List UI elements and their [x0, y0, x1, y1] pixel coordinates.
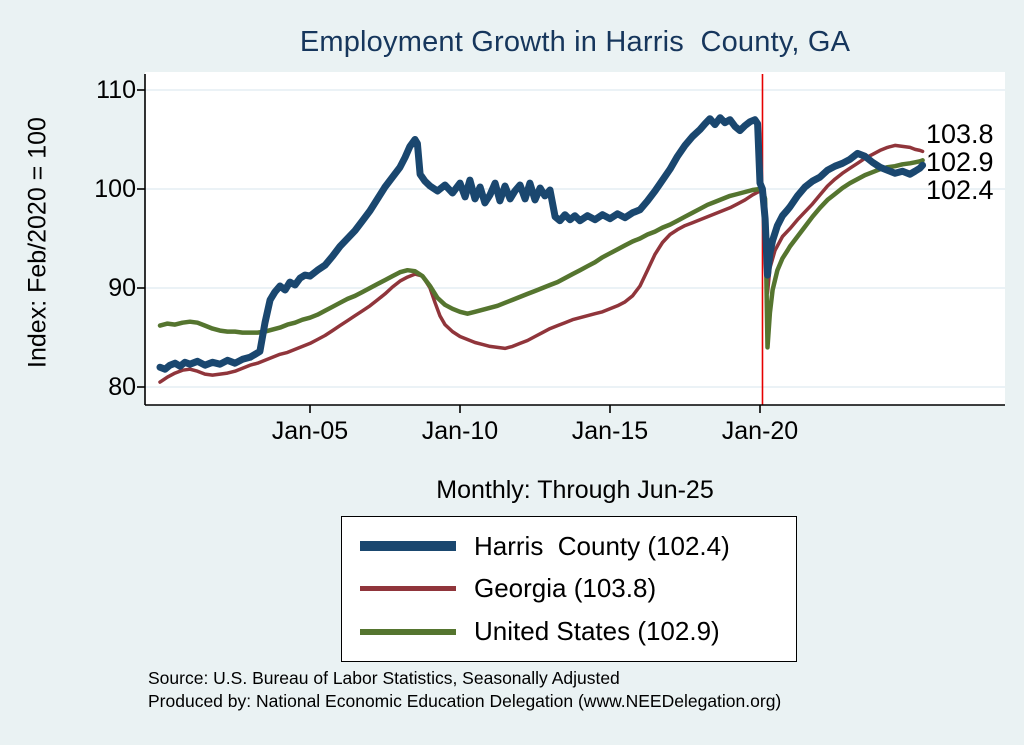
produced-by-line: Produced by: National Economic Education… [148, 690, 782, 711]
series-line-georgia [158, 143, 925, 384]
legend-label: United States (102.9) [474, 616, 720, 647]
legend-item-harris-county: Harris County (102.4) [360, 531, 778, 562]
y-tick-label: 80 [108, 373, 136, 401]
end-value-label: 102.9 [926, 147, 994, 177]
y-tick-label: 100 [94, 175, 136, 203]
series-line-harris-county [156, 114, 927, 373]
x-tick-label: Jan-15 [571, 417, 649, 445]
end-value-label: 102.4 [926, 175, 994, 205]
legend-label: Harris County (102.4) [474, 530, 730, 561]
georgia-line-swatch [360, 586, 456, 592]
chart-title: Employment Growth in Harris County, GA [299, 26, 851, 58]
legend-label: Georgia (103.8) [474, 573, 657, 604]
x-tick-label: Jan-10 [421, 417, 499, 445]
plot-area [145, 72, 1005, 405]
x-tick-label: Jan-05 [271, 417, 349, 445]
united-states-line-swatch [360, 628, 456, 635]
y-tick-label: 110 [96, 76, 136, 104]
legend-item-georgia: Georgia (103.8) [360, 573, 778, 604]
series-line-united-states [157, 158, 925, 350]
legend: Harris County (102.4) Georgia (103.8) Un… [341, 516, 797, 662]
x-tick-label: Jan-20 [721, 417, 799, 445]
source-notes: Source: U.S. Bureau of Labor Statistics,… [148, 667, 1008, 712]
frequency-note: Monthly: Through Jun-25 [436, 476, 714, 504]
legend-item-united-states: United States (102.9) [360, 616, 778, 647]
y-axis-label: Index: Feb/2020 = 100 [23, 117, 52, 368]
y-tick-label: 90 [108, 274, 136, 302]
chart-canvas [137, 74, 1005, 413]
source-line: Source: U.S. Bureau of Labor Statistics,… [148, 668, 620, 688]
end-value-label: 103.8 [926, 119, 994, 149]
harris-county-line-swatch [360, 541, 456, 552]
